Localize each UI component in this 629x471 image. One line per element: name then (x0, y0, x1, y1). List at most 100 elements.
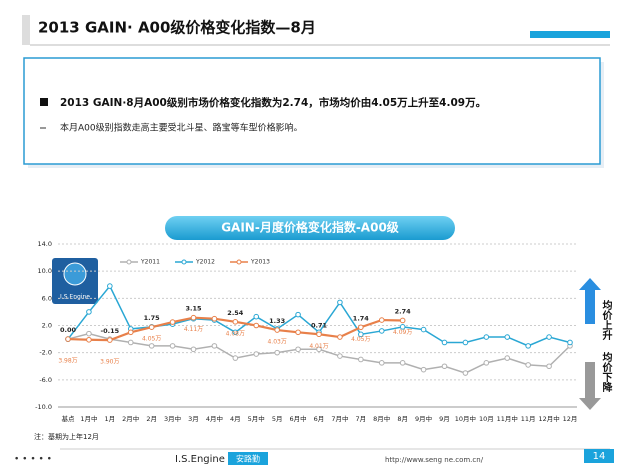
footer-brand: I.S.Engine (175, 454, 225, 465)
x-tick-label: 1月中 (80, 414, 97, 423)
value-label: 3.15 (185, 305, 202, 313)
chart-title: GAIN-月度价格变化指数-A00级 (221, 220, 399, 235)
legend-marker (236, 259, 242, 265)
point (358, 331, 364, 338)
point (253, 322, 260, 329)
point (504, 355, 511, 361)
point (65, 336, 71, 342)
legend-marker (126, 259, 132, 265)
point (295, 311, 301, 318)
point (253, 313, 260, 320)
logo-globe (63, 262, 87, 286)
point (232, 319, 239, 325)
point (567, 339, 573, 346)
point (441, 339, 448, 346)
point (232, 329, 239, 336)
point (148, 343, 155, 349)
x-tick-label: 11月中 (497, 414, 518, 423)
point (274, 349, 280, 356)
price-label: 4.09万 (393, 329, 412, 336)
point (337, 334, 343, 340)
point (107, 283, 113, 289)
x-tick-label: 12月 (563, 415, 578, 423)
point (378, 317, 385, 323)
legend-label: Y2012 (195, 259, 215, 266)
x-tick-label: 3月中 (164, 414, 181, 423)
up-arrow (579, 278, 601, 324)
value-label: 0.71 (311, 321, 328, 329)
value-label: 2.74 (395, 307, 412, 315)
x-tick-label: 1月 (105, 415, 116, 423)
point (148, 324, 155, 330)
down-label: 均价下降 (600, 351, 612, 393)
header-title: 2013 GAIN· A00级价格变化指数—8月 (38, 19, 316, 37)
value-label: 0.00 (60, 326, 77, 334)
x-tick-label: 4月中 (206, 414, 223, 423)
down-arrow (579, 362, 601, 410)
price-label: 4.05万 (351, 336, 370, 343)
point (525, 362, 531, 368)
point (253, 351, 260, 357)
x-tick-label: 10月中 (455, 414, 476, 423)
value-label: 1.33 (269, 317, 285, 325)
value-label: 1.74 (353, 314, 370, 322)
point (358, 324, 364, 331)
y-tick-label: -2.0 (39, 349, 52, 357)
footnote: 注：基期为上年12月 (34, 432, 99, 441)
up-label: 均价上升 (600, 299, 612, 341)
header-deco (22, 15, 30, 45)
logo-text: I.S.Engine (60, 294, 90, 301)
point (127, 339, 134, 346)
point (462, 339, 469, 346)
y-tick-label: -6.0 (39, 376, 52, 384)
x-tick-label: 8月 (397, 415, 408, 423)
point (86, 330, 92, 337)
price-label: 4.03万 (267, 339, 286, 346)
point (107, 337, 113, 343)
header-bar (530, 31, 610, 38)
y-tick-label: -10.0 (35, 403, 52, 411)
point (399, 317, 406, 324)
value-label: 1.75 (144, 314, 161, 322)
point (86, 336, 92, 343)
point (274, 327, 280, 333)
point (211, 343, 218, 349)
point (337, 353, 343, 359)
point (316, 346, 322, 353)
value-label: -0.15 (100, 327, 119, 335)
page-badge (584, 449, 614, 463)
price-label: 4.08万 (226, 330, 245, 337)
x-tick-label: 6月 (314, 415, 325, 423)
point (86, 309, 92, 315)
x-tick-label: 4月 (230, 415, 241, 423)
point (295, 329, 301, 336)
x-tick-label: 基点 (62, 414, 76, 423)
point (420, 326, 427, 333)
point (483, 360, 490, 366)
point (546, 363, 552, 370)
point (378, 328, 385, 334)
x-tick-label: 9月中 (415, 414, 432, 423)
footer-url: http://www.seng ne.com.cn/ (385, 456, 484, 464)
x-tick-label: 3月 (188, 415, 199, 423)
summary-note: 本月A00级别指数走高主要受北斗星、路宝等车型价格影响。 (60, 122, 303, 134)
x-tick-label: 6月中 (290, 414, 307, 423)
summary-box (23, 57, 601, 165)
point (211, 315, 218, 322)
point (232, 355, 239, 361)
bullet-mark (40, 98, 48, 106)
price-label: 4.01万 (309, 343, 328, 350)
x-tick-label: 12月中 (538, 414, 559, 423)
point (462, 370, 469, 376)
point (378, 360, 385, 366)
x-tick-label: 10月 (479, 415, 494, 423)
y-tick-label: 2.0 (42, 322, 52, 330)
x-tick-label: 7月中 (331, 414, 348, 423)
point (169, 319, 176, 325)
x-tick-label: 9月 (439, 415, 450, 423)
x-tick-label: 8月中 (373, 414, 390, 423)
point (399, 324, 406, 330)
point (546, 334, 552, 340)
